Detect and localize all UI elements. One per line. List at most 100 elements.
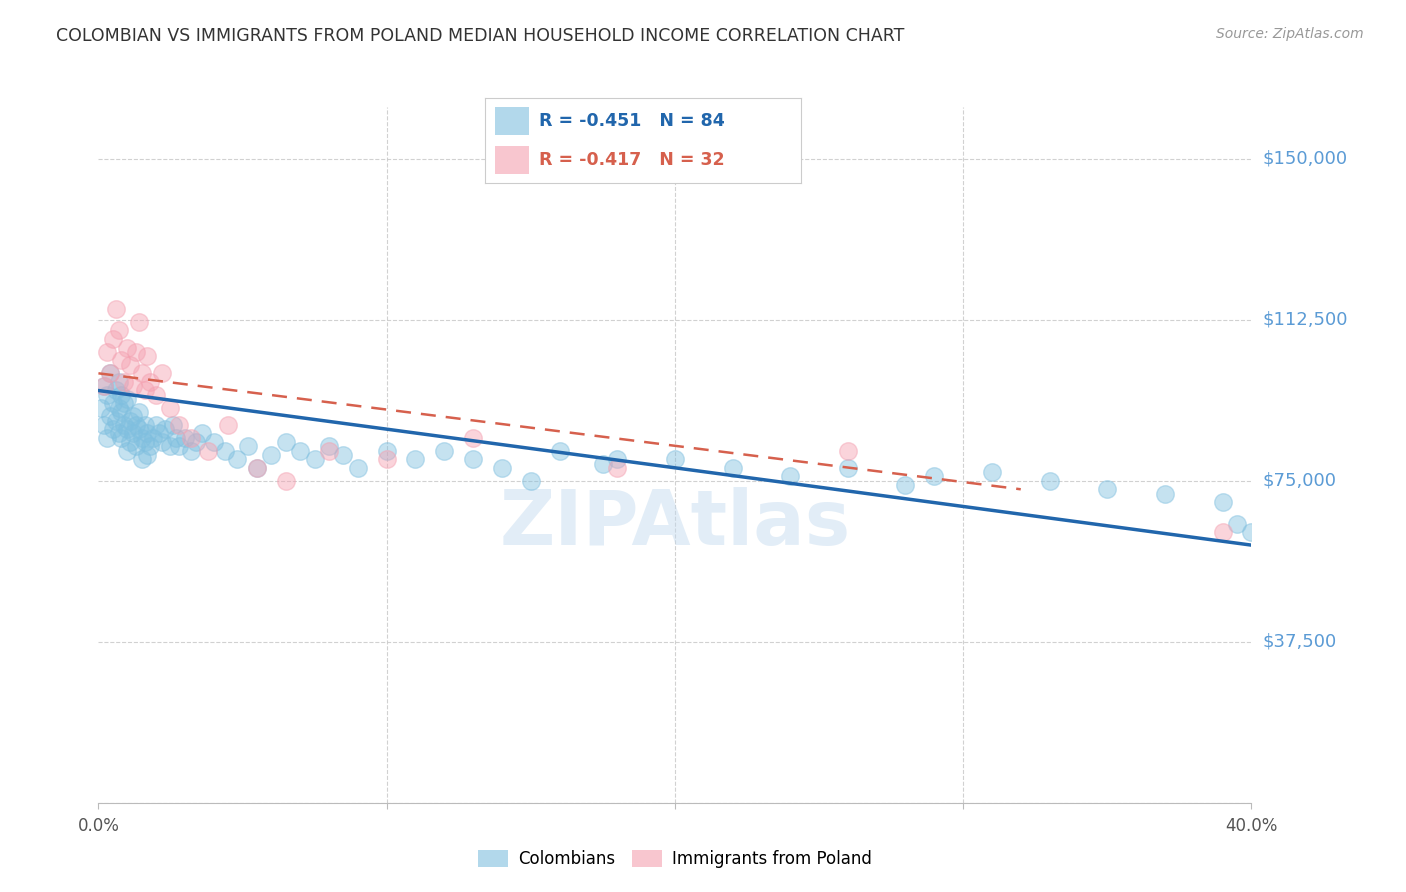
Text: Source: ZipAtlas.com: Source: ZipAtlas.com	[1216, 27, 1364, 41]
Point	[117, 422, 138, 436]
Bar	[495, 107, 529, 135]
Point	[120, 358, 142, 372]
Text: ZIPAtlas: ZIPAtlas	[499, 488, 851, 561]
Point	[93, 379, 115, 393]
Point	[491, 460, 513, 475]
Point	[139, 375, 162, 389]
Point	[136, 349, 159, 363]
Point	[375, 452, 398, 467]
Point	[290, 443, 312, 458]
Point	[112, 375, 135, 389]
Point	[110, 388, 132, 402]
Point	[110, 405, 132, 419]
Point	[153, 422, 176, 436]
Point	[104, 413, 127, 427]
Point	[981, 465, 1004, 479]
Point	[520, 474, 543, 488]
Point	[112, 396, 135, 410]
Point	[180, 431, 202, 445]
Point	[131, 452, 153, 467]
Point	[186, 435, 208, 450]
Point	[117, 392, 138, 406]
Point	[125, 344, 148, 359]
Text: $112,500: $112,500	[1263, 310, 1348, 328]
Point	[664, 452, 686, 467]
Point	[125, 417, 148, 432]
Point	[110, 353, 132, 368]
Point	[202, 435, 225, 450]
Point	[894, 478, 917, 492]
Point	[167, 439, 190, 453]
Point	[104, 384, 127, 398]
Point	[922, 469, 945, 483]
Legend: Colombians, Immigrants from Poland: Colombians, Immigrants from Poland	[471, 843, 879, 874]
Point	[174, 431, 197, 445]
Point	[120, 413, 142, 427]
Point	[721, 460, 744, 475]
Point	[101, 396, 124, 410]
Point	[346, 460, 368, 475]
Point	[125, 439, 148, 453]
Point	[122, 409, 145, 424]
Point	[107, 375, 129, 389]
Point	[180, 443, 202, 458]
Point	[433, 443, 456, 458]
Point	[779, 469, 801, 483]
Point	[274, 435, 297, 450]
Bar	[495, 146, 529, 175]
Point	[217, 417, 239, 432]
Point	[548, 443, 571, 458]
Point	[93, 417, 115, 432]
Point	[139, 439, 162, 453]
Point	[136, 426, 159, 441]
Point	[131, 431, 153, 445]
Point	[461, 452, 484, 467]
Point	[225, 452, 247, 467]
Point	[592, 457, 614, 471]
Point	[142, 431, 165, 445]
Point	[134, 417, 156, 432]
Point	[159, 401, 181, 415]
Point	[165, 431, 187, 445]
Point	[104, 301, 127, 316]
Point	[606, 460, 628, 475]
Point	[120, 435, 142, 450]
Point	[117, 443, 138, 458]
Point	[145, 388, 167, 402]
Point	[128, 315, 150, 329]
Point	[107, 323, 129, 337]
Point	[1038, 474, 1062, 488]
Point	[134, 435, 156, 450]
Point	[1212, 525, 1234, 540]
Point	[162, 417, 184, 432]
Point	[107, 426, 129, 441]
Point	[1212, 495, 1234, 509]
Point	[110, 431, 132, 445]
Point	[405, 452, 427, 467]
Point	[136, 448, 159, 462]
Point	[461, 431, 484, 445]
Point	[150, 435, 173, 450]
Point	[96, 431, 118, 445]
Point	[260, 448, 283, 462]
Point	[122, 426, 145, 441]
Point	[145, 417, 167, 432]
Point	[96, 344, 118, 359]
Point	[90, 401, 112, 415]
Text: $150,000: $150,000	[1263, 150, 1347, 168]
Text: R = -0.451   N = 84: R = -0.451 N = 84	[538, 112, 724, 130]
Point	[214, 443, 236, 458]
Point	[375, 443, 398, 458]
Point	[98, 409, 121, 424]
Point	[318, 439, 340, 453]
Point	[304, 452, 326, 467]
Text: R = -0.417   N = 32: R = -0.417 N = 32	[538, 151, 724, 169]
Point	[167, 417, 190, 432]
Point	[98, 367, 121, 381]
Point	[1153, 486, 1175, 500]
Point	[837, 460, 859, 475]
Point	[606, 452, 628, 467]
Text: $37,500: $37,500	[1263, 632, 1337, 651]
Point	[191, 426, 214, 441]
Point	[159, 439, 181, 453]
